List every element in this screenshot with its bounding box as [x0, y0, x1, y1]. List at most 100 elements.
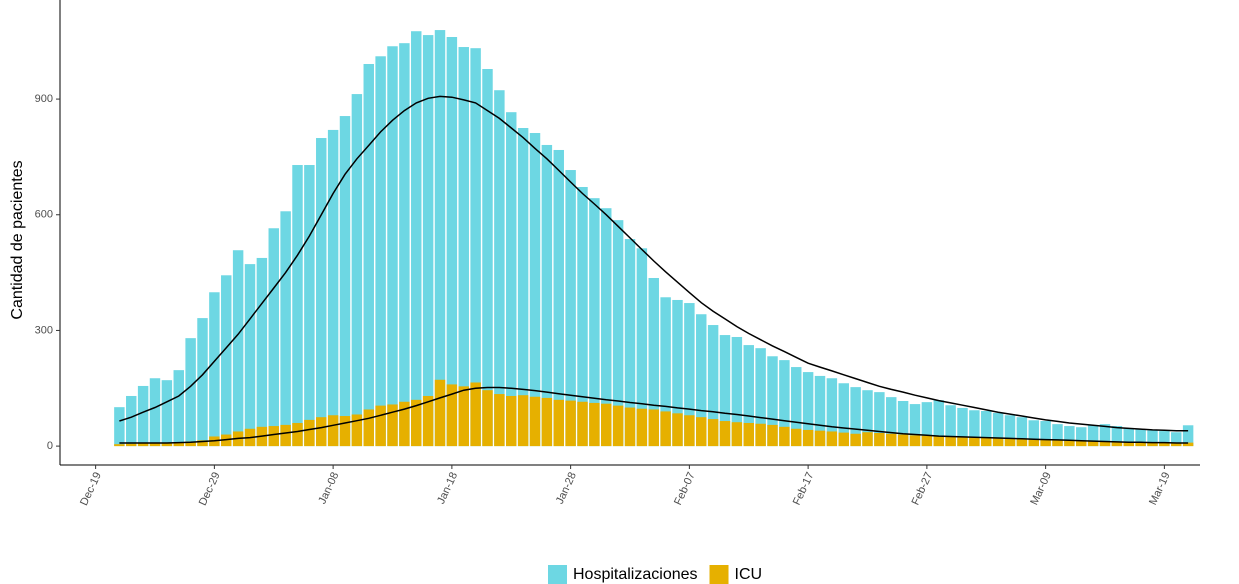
- bar: [114, 444, 125, 447]
- bar: [1076, 427, 1087, 447]
- bar: [185, 338, 196, 447]
- bar: [399, 401, 410, 447]
- bar: [969, 410, 980, 447]
- bar: [909, 435, 921, 447]
- legend-swatch: [709, 565, 729, 584]
- bar: [874, 432, 885, 447]
- bar: [1040, 439, 1051, 447]
- bar: [256, 257, 268, 447]
- bar: [636, 408, 648, 447]
- bar: [719, 335, 731, 447]
- bar: [399, 43, 410, 447]
- y-tick-label: 0: [47, 440, 53, 452]
- bar: [304, 419, 315, 447]
- bar: [624, 239, 636, 447]
- bar: [862, 390, 873, 447]
- bar: [446, 37, 458, 447]
- bar: [1147, 442, 1158, 447]
- bar: [696, 314, 707, 447]
- bar: [529, 133, 541, 447]
- bar: [446, 384, 458, 447]
- bar: [470, 382, 481, 447]
- bar: [648, 409, 659, 447]
- bar: [126, 443, 137, 447]
- bar: [1052, 440, 1063, 447]
- bar: [422, 35, 434, 447]
- bar: [197, 318, 208, 447]
- bar: [743, 345, 754, 447]
- bar: [755, 348, 766, 447]
- bar: [411, 31, 422, 447]
- bar: [553, 399, 564, 447]
- bar: [707, 325, 719, 447]
- bar: [874, 392, 885, 447]
- bar: [1159, 431, 1170, 447]
- bar: [327, 129, 339, 447]
- bar: [660, 297, 671, 447]
- bar: [351, 414, 363, 447]
- bar: [826, 431, 838, 447]
- bar: [601, 208, 612, 447]
- bar: [292, 165, 303, 447]
- x-tick-label: Feb-07: [672, 470, 698, 507]
- y-axis-label: Cantidad de pacientes: [9, 160, 26, 319]
- bar: [137, 385, 149, 447]
- bar: [1111, 441, 1123, 447]
- legend-swatch: [548, 565, 567, 584]
- bar: [411, 399, 422, 447]
- bar: [684, 303, 695, 447]
- bar: [577, 401, 588, 447]
- bar: [161, 443, 173, 447]
- bar: [921, 435, 933, 447]
- bar: [755, 423, 766, 447]
- bar: [529, 396, 541, 447]
- bar: [779, 426, 790, 447]
- bar: [161, 380, 173, 447]
- bar: [387, 46, 398, 447]
- bar: [1004, 438, 1016, 447]
- bar: [850, 387, 861, 447]
- bar: [1028, 420, 1039, 447]
- bar: [292, 422, 303, 447]
- bar: [933, 436, 944, 447]
- bar: [814, 375, 826, 447]
- bar: [1123, 427, 1134, 447]
- bar: [1182, 442, 1194, 447]
- bar: [1076, 441, 1087, 447]
- bar: [375, 56, 386, 447]
- bar: [826, 378, 838, 447]
- bar: [601, 403, 612, 447]
- bar: [684, 415, 695, 447]
- bar: [494, 394, 505, 447]
- bar: [553, 149, 564, 447]
- bar: [565, 170, 576, 447]
- bar: [933, 400, 944, 447]
- smoothed-line: [119, 95, 1189, 432]
- bar: [209, 292, 220, 447]
- bar: [1182, 425, 1194, 447]
- bar: [541, 397, 553, 447]
- bar: [1123, 442, 1134, 447]
- bar: [1171, 432, 1182, 447]
- bar: [482, 390, 493, 447]
- bar: [957, 407, 968, 447]
- bar: [149, 378, 161, 447]
- x-tick-label: Mar-19: [1147, 470, 1173, 507]
- bar: [470, 48, 481, 447]
- bar: [672, 299, 683, 447]
- bar: [316, 138, 327, 447]
- bar: [280, 211, 291, 447]
- x-tick-label: Jan-28: [554, 470, 579, 506]
- bar: [791, 367, 802, 447]
- bar: [280, 424, 291, 447]
- bar: [506, 112, 517, 447]
- bar: [945, 405, 956, 447]
- x-tick-label: Mar-09: [1028, 470, 1054, 507]
- bar: [197, 440, 208, 447]
- bar: [779, 360, 790, 447]
- bar: [327, 415, 339, 447]
- bar: [1087, 425, 1099, 447]
- bar: [791, 428, 802, 447]
- bar: [363, 409, 374, 447]
